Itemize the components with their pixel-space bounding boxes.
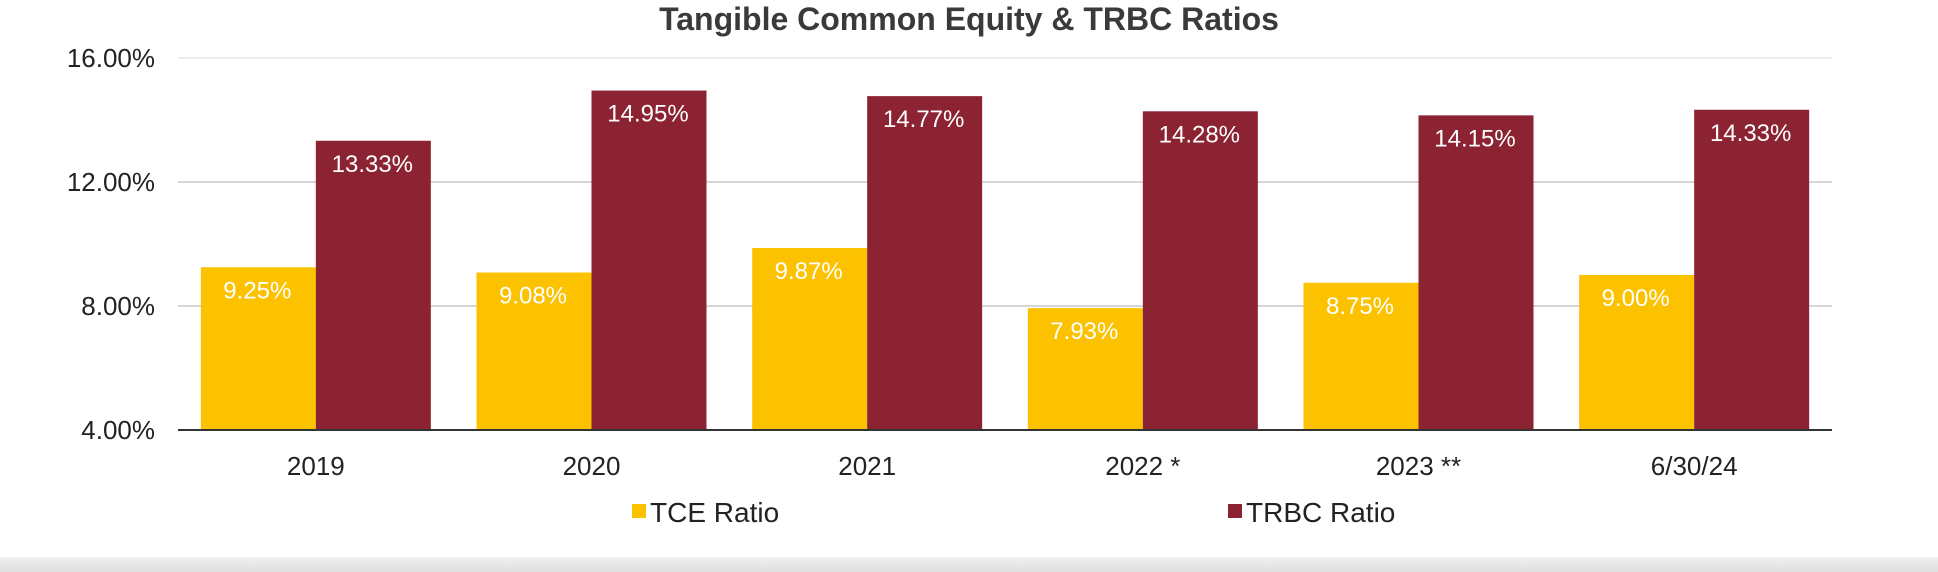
data-label: 14.77% xyxy=(883,106,964,133)
data-label: 14.28% xyxy=(1159,121,1240,148)
bar-tce xyxy=(1027,308,1143,430)
bar-trbc xyxy=(1142,111,1258,430)
x-tick-label: 2023 ** xyxy=(1376,451,1461,481)
y-tick-label: 4.00% xyxy=(81,415,155,445)
data-label: 9.00% xyxy=(1602,285,1670,312)
bar-trbc xyxy=(591,90,707,431)
bar-tce xyxy=(476,272,592,430)
legend-label-trbc: TRBC Ratio xyxy=(1246,497,1395,528)
y-tick-label: 16.00% xyxy=(67,43,155,73)
x-tick-label: 2019 xyxy=(287,451,345,481)
x-tick-label: 6/30/24 xyxy=(1651,451,1738,481)
bar-tce xyxy=(1303,282,1419,430)
bar-trbc xyxy=(867,96,983,430)
bar-tce xyxy=(200,267,316,430)
x-tick-label: 2021 xyxy=(838,451,896,481)
bar-tce xyxy=(1579,275,1695,430)
data-label: 13.33% xyxy=(332,151,413,178)
legend-swatch-tce xyxy=(632,504,646,518)
legend-swatch-trbc xyxy=(1228,504,1242,518)
y-tick-label: 8.00% xyxy=(81,291,155,321)
x-tick-label: 2020 xyxy=(563,451,621,481)
gridlines xyxy=(178,57,1832,307)
y-axis-ticks: 4.00% 8.00% 12.00% 16.00% xyxy=(67,43,155,445)
bar-trbc xyxy=(1418,115,1534,430)
data-label: 9.87% xyxy=(775,258,843,285)
chart-title: Tangible Common Equity & TRBC Ratios xyxy=(659,1,1279,37)
x-axis-ticks: 2019 2020 2021 2022 * 2023 ** 6/30/24 xyxy=(287,451,1738,481)
data-label: 9.25% xyxy=(223,277,291,304)
y-tick-label: 12.00% xyxy=(67,167,155,197)
bar-tce xyxy=(752,248,868,430)
bar-trbc xyxy=(315,140,431,430)
legend: TCE Ratio TRBC Ratio xyxy=(632,497,1395,528)
legend-label-tce: TCE Ratio xyxy=(650,497,779,528)
data-label: 8.75% xyxy=(1326,293,1394,320)
data-label: 14.15% xyxy=(1434,125,1515,152)
data-label: 14.95% xyxy=(607,101,688,128)
bar-trbc xyxy=(1694,109,1810,431)
bars xyxy=(200,90,1810,431)
x-tick-label: 2022 * xyxy=(1105,451,1180,481)
data-labels: 9.25% 13.33% 9.08% 14.95% 9.87% 14.77% 7.93% 14… xyxy=(223,101,1791,346)
data-label: 7.93% xyxy=(1050,318,1118,345)
footer-band xyxy=(0,557,1938,572)
data-label: 9.08% xyxy=(499,283,567,310)
data-label: 14.33% xyxy=(1710,120,1791,147)
